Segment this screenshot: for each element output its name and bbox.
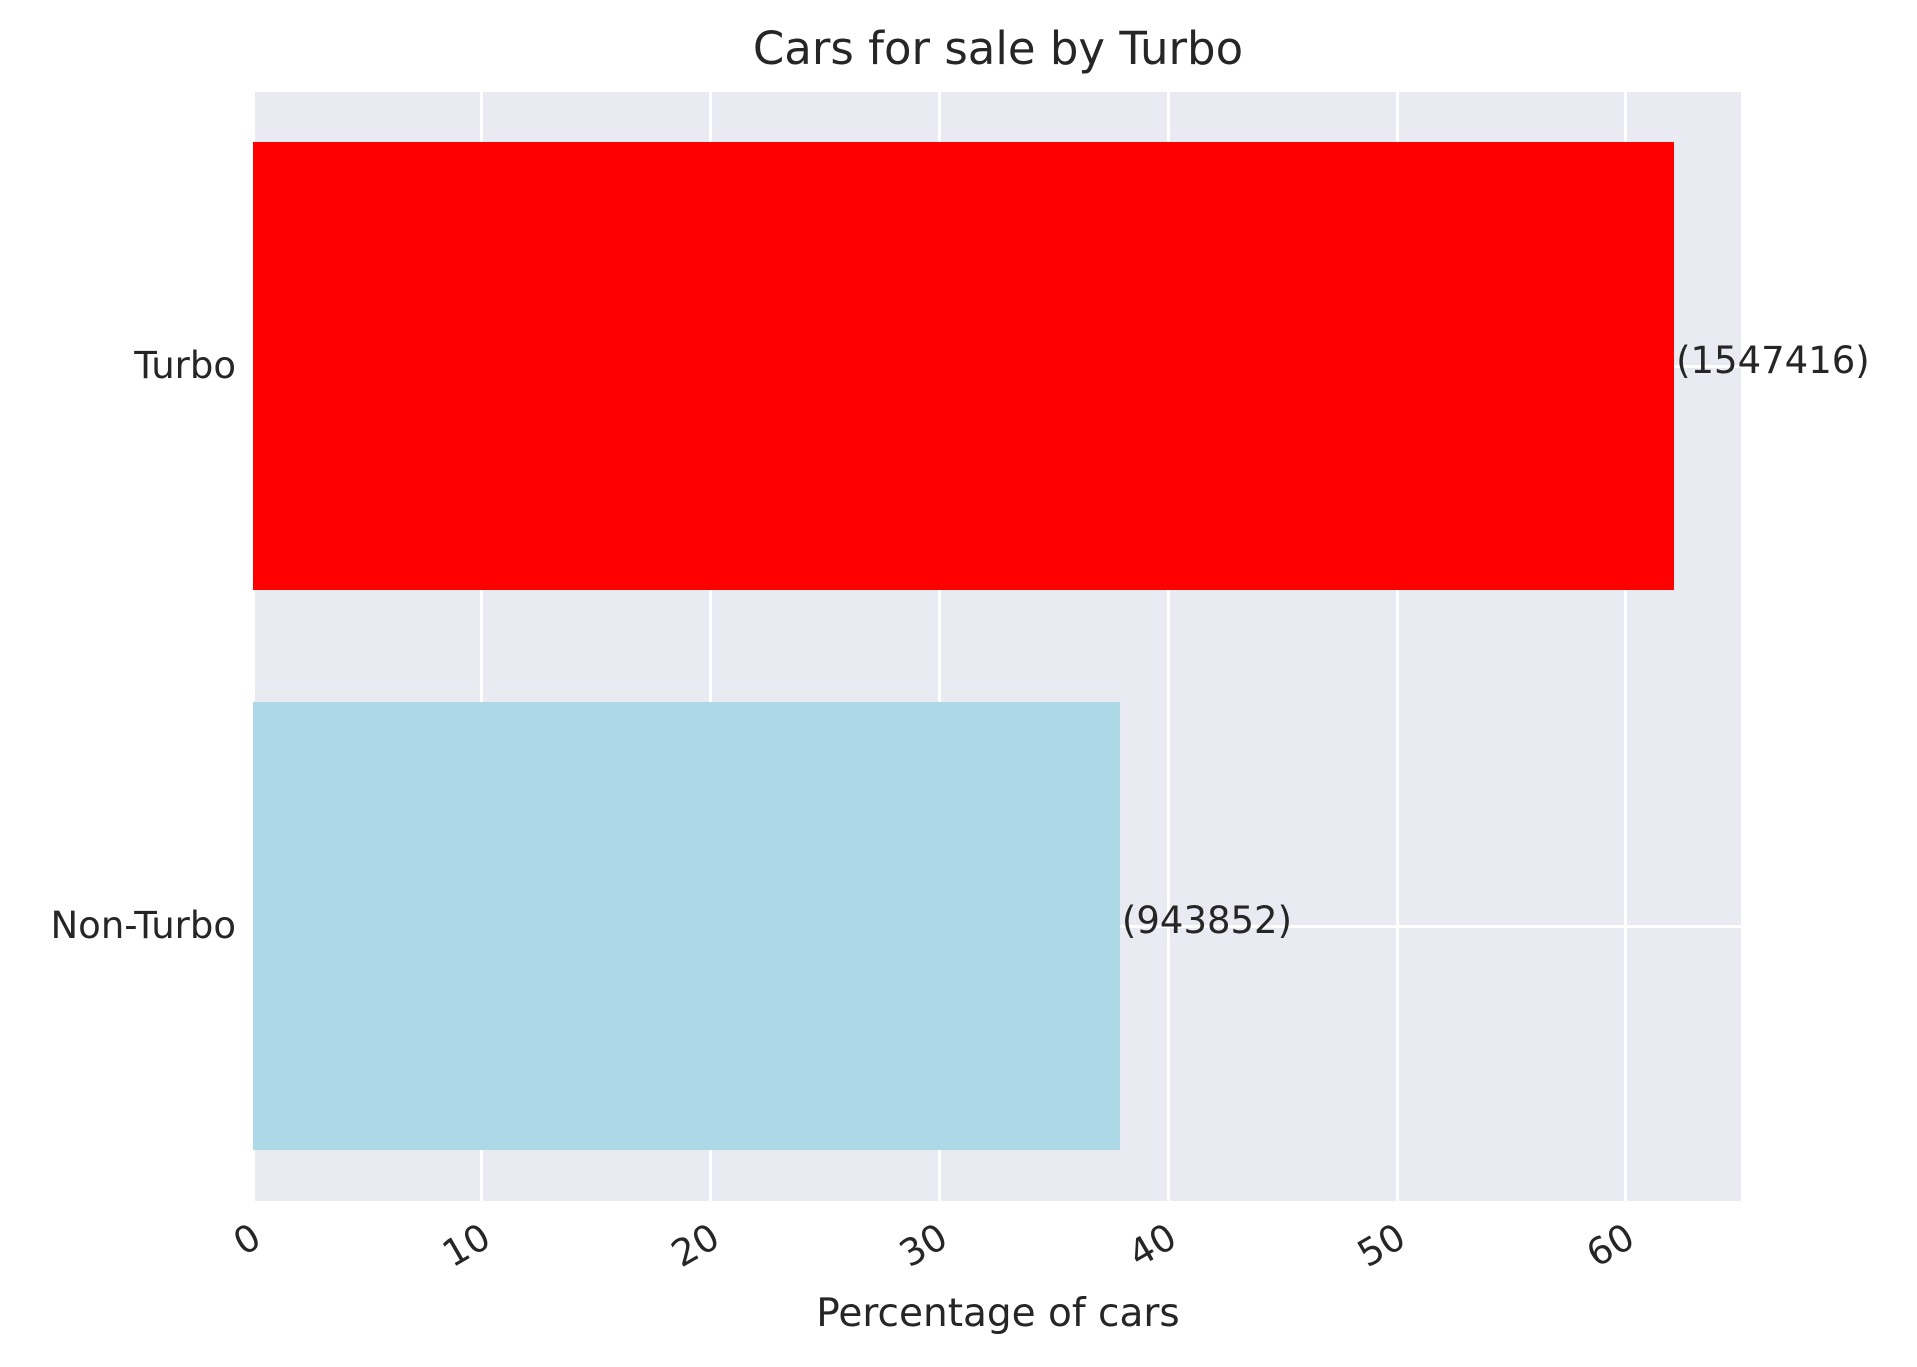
bar-value-label: (943852) bbox=[1121, 899, 1293, 942]
plot-area bbox=[251, 92, 1741, 1201]
x-gridline bbox=[709, 92, 713, 1201]
x-gridline bbox=[480, 92, 484, 1201]
x-gridline bbox=[1395, 92, 1399, 1201]
x-gridline bbox=[937, 92, 941, 1201]
bar-value-label: (1547416) bbox=[1676, 339, 1870, 382]
x-tick-label: 10 bbox=[435, 1215, 498, 1276]
bar-non-turbo bbox=[253, 702, 1120, 1150]
x-tick-label: 20 bbox=[663, 1215, 727, 1276]
y-tick-label: Non-Turbo bbox=[50, 904, 237, 947]
x-gridline bbox=[251, 92, 255, 1201]
x-gridline bbox=[1166, 92, 1170, 1201]
chart-title: Cars for sale by Turbo bbox=[752, 22, 1244, 75]
x-tick-label: 50 bbox=[1350, 1215, 1413, 1276]
x-axis-label: Percentage of cars bbox=[816, 1291, 1180, 1336]
x-tick-label: 60 bbox=[1579, 1215, 1642, 1276]
y-tick-label: Turbo bbox=[134, 344, 236, 387]
x-tick-label: 30 bbox=[892, 1215, 955, 1276]
x-gridline bbox=[1624, 92, 1628, 1201]
x-tick-label: 0 bbox=[226, 1215, 269, 1265]
bar-turbo bbox=[253, 142, 1675, 590]
x-tick-label: 40 bbox=[1121, 1215, 1184, 1276]
